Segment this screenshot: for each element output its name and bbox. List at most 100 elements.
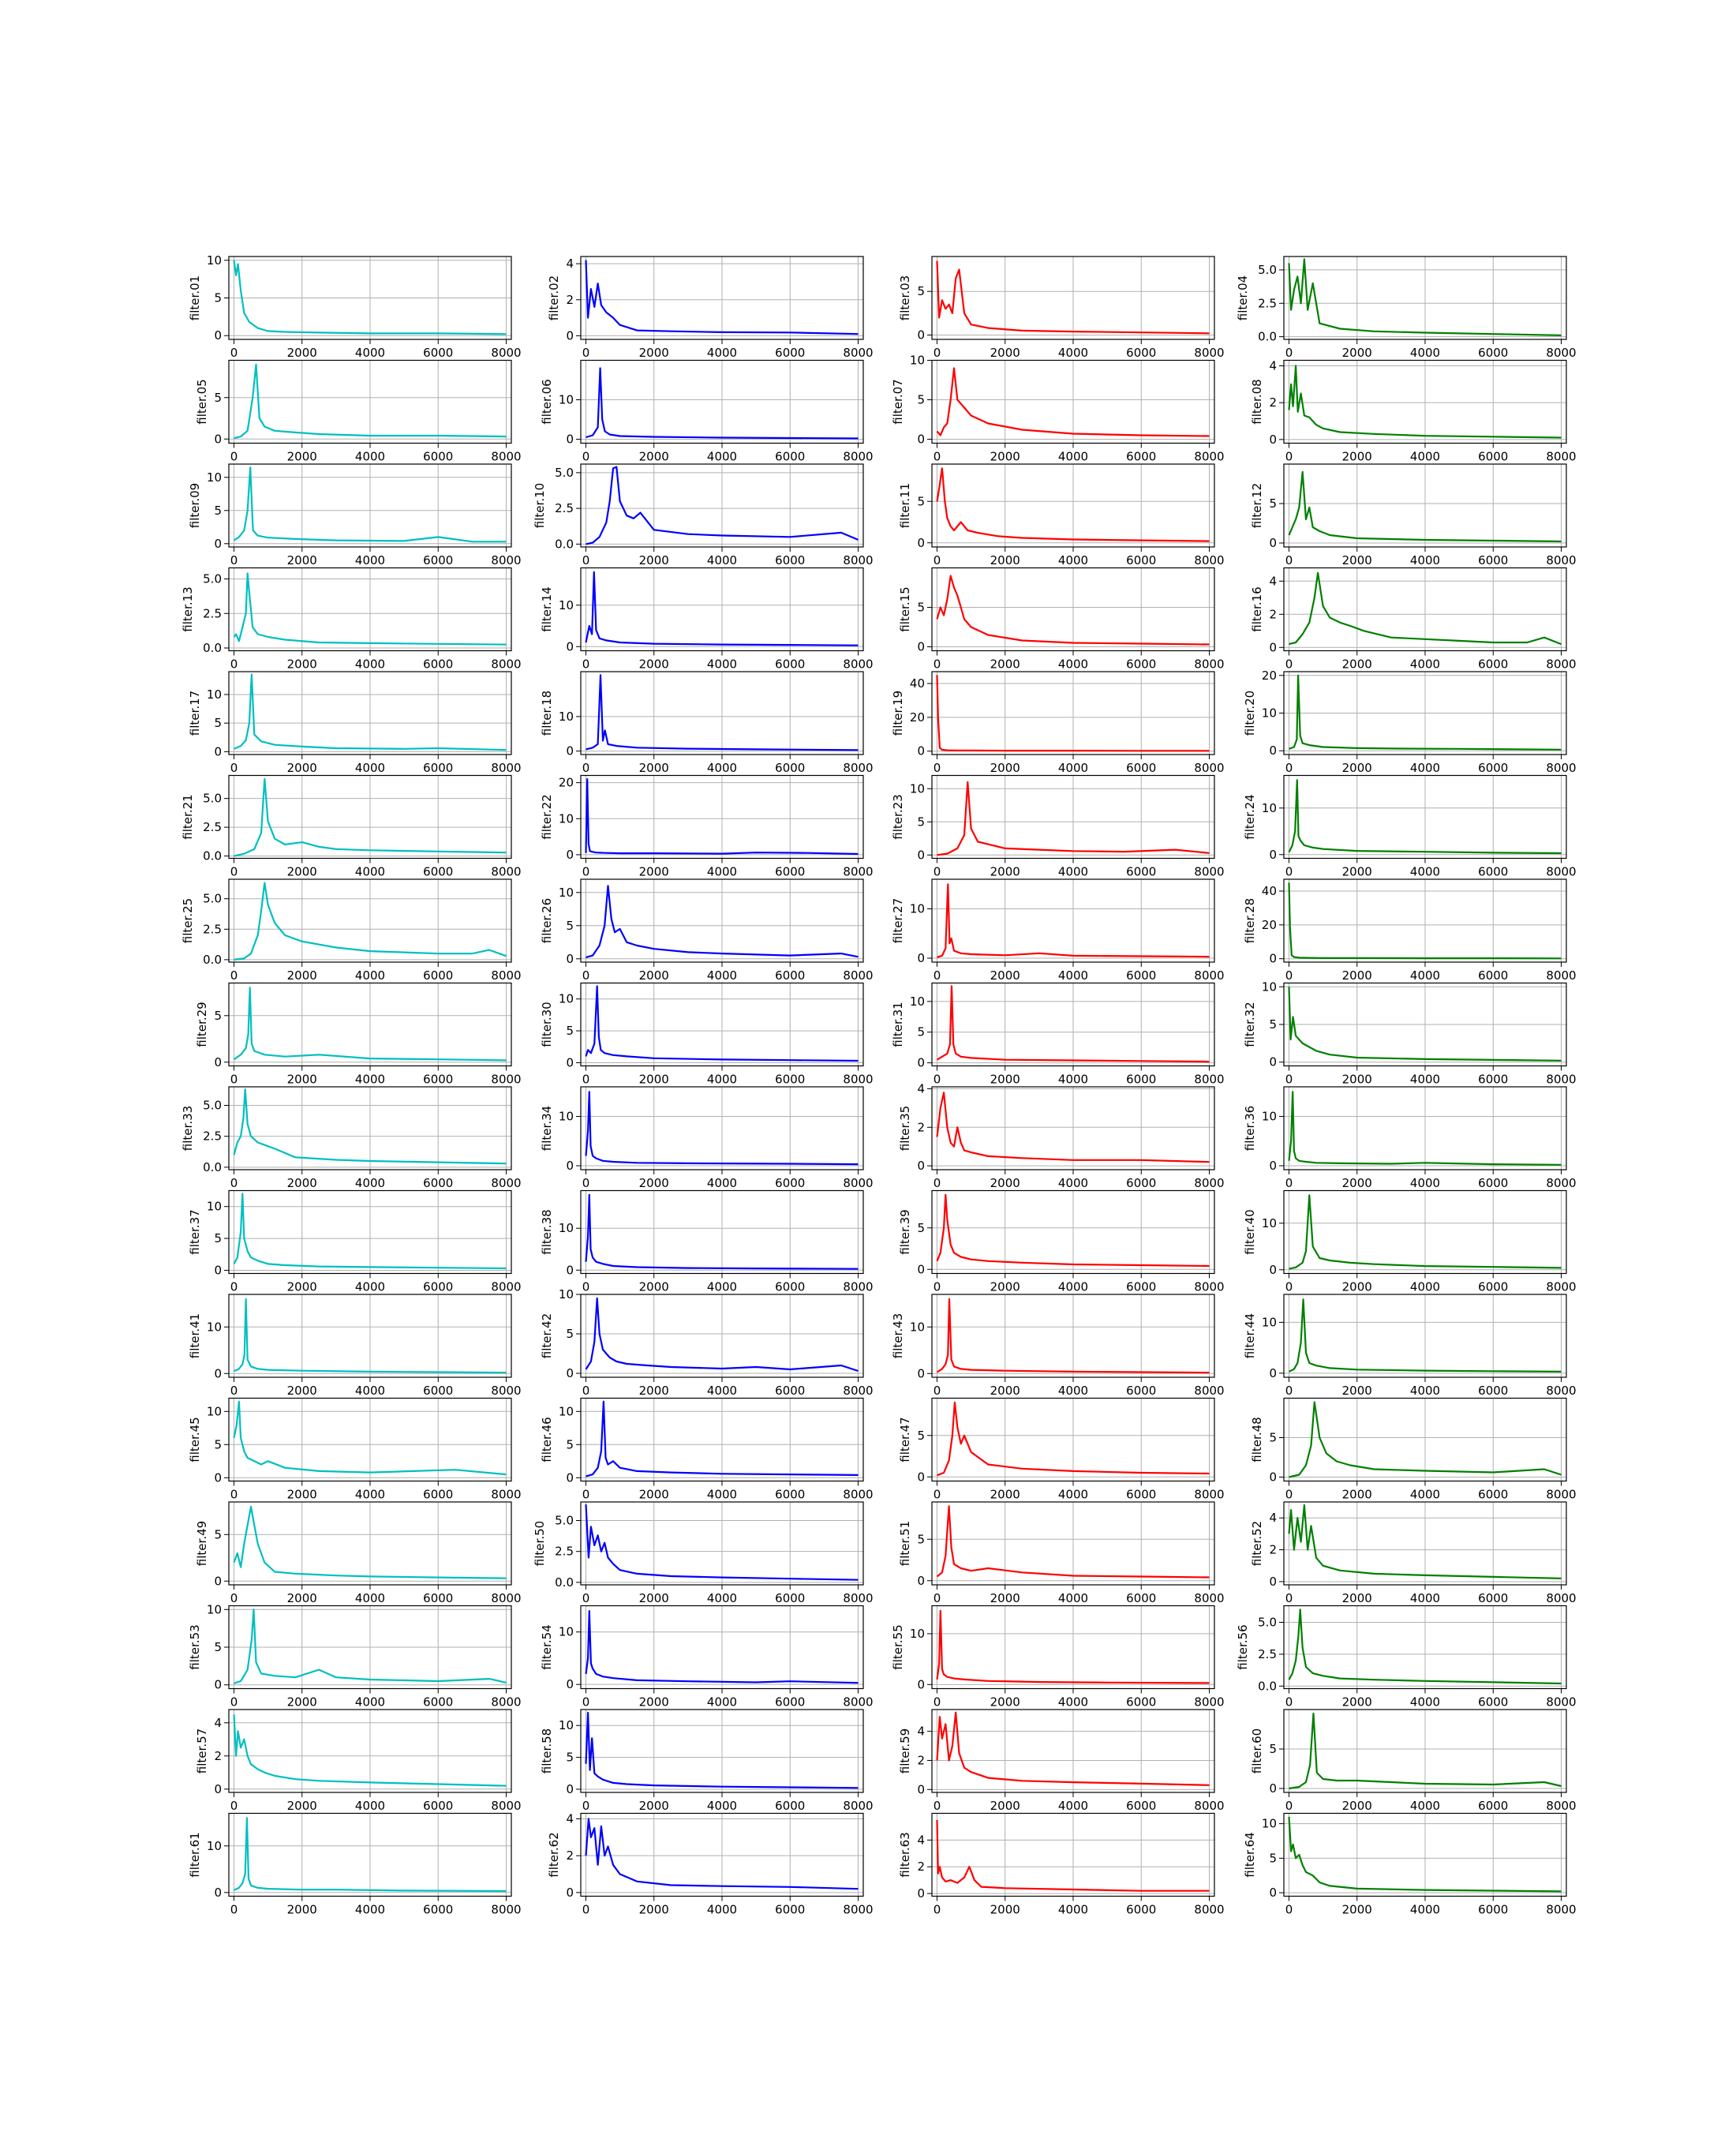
series-line-filter-15 [936,575,1210,646]
subplot-filter-15: 0 2000 4000 6000 8000 0 5 filter.15 [898,567,1225,672]
subplot-filter-51: 0 2000 4000 6000 8000 0 5 filter.51 [898,1501,1225,1605]
plot-frame [580,774,864,860]
series-line-filter-61 [234,1817,507,1893]
x-tick-label: 8000 [491,1799,521,1813]
series-line-filter-55 [936,1609,1210,1684]
series-line-filter-04 [1288,258,1562,336]
subplot-filter-58: 0 2000 4000 6000 8000 0 5 10 filter.58 [540,1709,874,1813]
y-axis-title: filter.47 [898,1417,912,1462]
x-tick-label: 4000 [355,553,385,567]
x-tick-label: 6000 [1478,968,1508,983]
subplot-filter-48: 0 2000 4000 6000 8000 0 5 filter.48 [1250,1397,1577,1502]
x-tick-label: 2000 [1342,346,1372,360]
y-tick-label: 0 [917,1366,925,1380]
x-tick-label: 4000 [1058,553,1088,567]
x-tick-label: 2000 [287,1073,317,1087]
y-axis-title: filter.48 [1250,1417,1264,1462]
y-tick-label: 0 [1269,1366,1277,1380]
x-tick-label: 2000 [287,1176,317,1190]
plot-frame [931,1812,1215,1897]
y-axis-title: filter.10 [533,483,547,528]
x-tick-label: 4000 [1410,968,1440,983]
y-tick-label: 0 [1269,640,1277,654]
x-tick-label: 6000 [1478,1073,1508,1087]
x-tick-label: 2000 [1342,865,1372,879]
y-tick-label: 10 [910,1320,925,1334]
x-tick-label: 0 [582,1384,590,1398]
y-tick-label: 0.0 [1258,330,1277,344]
x-tick-label: 2000 [990,1384,1020,1398]
series-line-filter-29 [233,987,507,1062]
plot-frame [931,256,1215,340]
y-tick-label: 0 [214,744,222,758]
plot-frame [1283,359,1567,444]
x-tick-label: 4000 [1058,1280,1088,1294]
y-tick-label: 0 [214,1366,222,1380]
y-tick-label: 0 [1269,1263,1277,1277]
plot-frame [580,1397,864,1482]
series-line-filter-05 [234,363,507,440]
x-tick-label: 0 [230,1799,238,1813]
series-line-filter-42 [585,1297,859,1373]
x-tick-label: 2000 [287,1280,317,1294]
plot-frame [580,1086,864,1170]
x-tick-label: 8000 [491,865,521,879]
y-tick-label: 5 [1269,1742,1277,1756]
y-axis-title: filter.51 [898,1521,912,1566]
x-tick-label: 2000 [287,1695,317,1710]
x-tick-label: 2000 [287,761,317,775]
subplot-filter-56: 0 2000 4000 6000 8000 0.0 2.5 5.0 filter.56 [1236,1605,1577,1710]
series-line-filter-60 [1289,1712,1562,1790]
y-tick-label: 0 [1269,536,1277,550]
x-tick-label: 4000 [355,1488,385,1502]
series-line-filter-21 [234,777,507,857]
series-line-filter-14 [585,571,859,646]
subplot-filter-42: 0 2000 4000 6000 8000 0 5 10 filter.42 [540,1287,874,1398]
y-tick-label: 0 [917,1782,925,1796]
x-tick-label: 6000 [1126,553,1156,567]
x-tick-label: 0 [230,1384,238,1398]
x-tick-label: 8000 [1194,865,1224,879]
x-tick-label: 6000 [775,1488,805,1502]
x-tick-label: 2000 [990,1695,1020,1710]
plot-frame [1283,982,1567,1067]
y-tick-label: 5 [917,1532,925,1546]
x-tick-label: 4000 [1058,1073,1088,1087]
y-tick-label: 5.0 [203,572,222,586]
y-tick-label: 0 [917,1056,925,1070]
y-axis-title: filter.45 [188,1417,202,1462]
x-tick-label: 8000 [843,450,873,464]
y-tick-label: 4 [917,1833,925,1847]
y-tick-label: 5 [917,1221,925,1235]
x-tick-label: 6000 [1478,346,1508,360]
x-tick-label: 2000 [639,1591,669,1605]
x-tick-label: 6000 [1126,1903,1156,1917]
subplot-filter-63: 0 2000 4000 6000 8000 0 2 4 filter.63 [898,1812,1225,1917]
series-line-filter-13 [233,572,507,646]
x-tick-label: 2000 [990,553,1020,567]
x-tick-label: 6000 [1126,1799,1156,1813]
plot-frame [580,1605,864,1690]
y-tick-label: 0 [917,1574,925,1588]
x-tick-label: 4000 [1410,657,1440,672]
y-tick-label: 0 [566,1366,574,1380]
x-tick-label: 4000 [707,1384,737,1398]
x-tick-label: 4000 [1410,346,1440,360]
plot-frame [228,1397,512,1482]
y-tick-label: 10 [559,992,574,1006]
plot-frame [1283,567,1567,652]
x-tick-label: 2000 [639,1799,669,1813]
plot-frame [1283,463,1567,548]
x-tick-label: 0 [1285,1073,1293,1087]
y-tick-label: 5 [917,284,925,298]
x-tick-label: 0 [933,1591,941,1605]
subplot-filter-38: 0 2000 4000 6000 8000 0 10 filter.38 [540,1189,874,1294]
x-tick-label: 8000 [843,1488,873,1502]
y-tick-label: 0 [1269,1886,1277,1900]
x-tick-label: 0 [582,553,590,567]
plot-frame [580,1812,864,1897]
x-tick-label: 8000 [1194,1488,1224,1502]
subplot-filter-14: 0 2000 4000 6000 8000 0 10 filter.14 [540,567,874,672]
y-tick-label: 0 [917,1886,925,1901]
x-tick-label: 6000 [1478,761,1508,775]
